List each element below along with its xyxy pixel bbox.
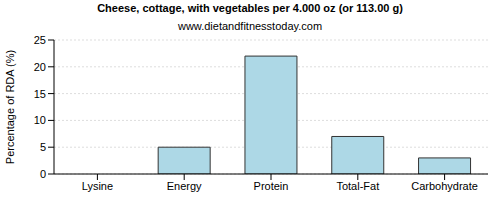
svg-text:15: 15 — [34, 88, 46, 100]
svg-text:25: 25 — [34, 34, 46, 46]
svg-text:Lysine: Lysine — [82, 180, 113, 192]
svg-text:Total-Fat: Total-Fat — [336, 180, 379, 192]
html-text:Cheese, cottage, with vegetabl: Cheese, cottage, with vegetables per 4.0… — [97, 2, 403, 14]
svg-text:5: 5 — [40, 141, 46, 153]
html-text:www.dietandfitnesstoday.com: www.dietandfitnesstoday.com — [178, 20, 322, 32]
svg-text:10: 10 — [34, 114, 46, 126]
svg-text:0: 0 — [40, 168, 46, 180]
svg-text:Carbohydrate: Carbohydrate — [411, 180, 478, 192]
svg-text:20: 20 — [34, 61, 46, 73]
svg-text:Energy: Energy — [167, 180, 202, 192]
svg-text:Protein: Protein — [254, 180, 289, 192]
svg-text:Percentage of RDA (%): Percentage of RDA (%) — [8, 50, 16, 164]
